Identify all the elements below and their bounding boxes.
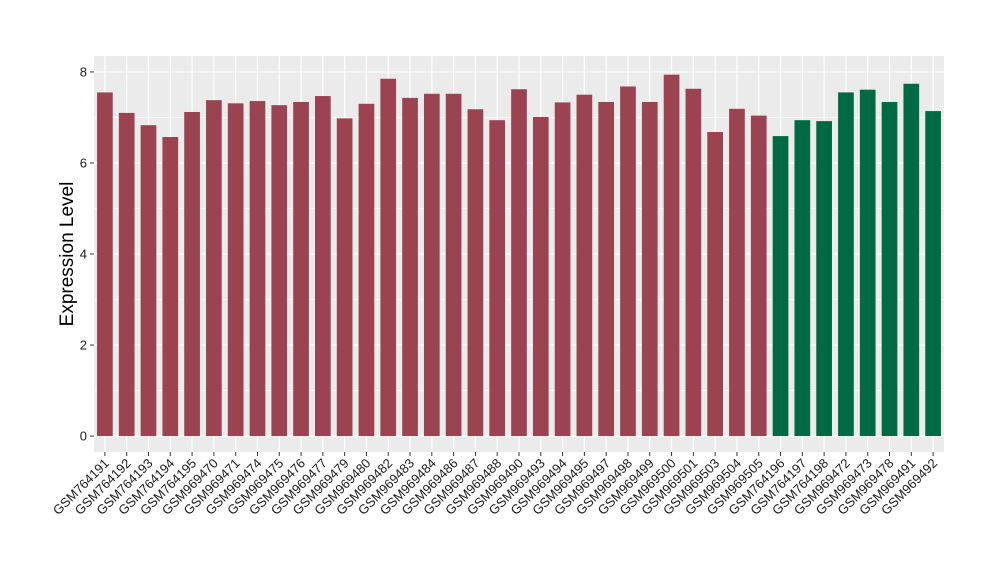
bar-GSM969478 bbox=[881, 101, 898, 437]
y-tick-label: 0 bbox=[80, 429, 87, 444]
y-axis-title: Expression Level bbox=[57, 182, 78, 327]
bar-GSM969493 bbox=[532, 116, 549, 437]
bar-GSM969483 bbox=[402, 97, 418, 437]
bar-GSM969484 bbox=[423, 93, 440, 437]
bar-GSM764192 bbox=[118, 112, 135, 437]
bar-GSM764195 bbox=[184, 111, 200, 437]
bar-GSM969477 bbox=[315, 96, 331, 437]
bar-GSM969500 bbox=[663, 74, 680, 437]
bar-GSM969492 bbox=[925, 111, 941, 437]
y-tick-label: 6 bbox=[80, 155, 87, 170]
bar-GSM969486 bbox=[445, 93, 462, 437]
bar-GSM969471 bbox=[227, 103, 244, 437]
y-tick-label: 4 bbox=[80, 247, 87, 262]
bar-GSM969488 bbox=[489, 120, 506, 437]
bar-GSM764193 bbox=[140, 125, 157, 437]
bar-GSM764197 bbox=[794, 120, 811, 437]
bar-GSM969491 bbox=[903, 83, 920, 437]
y-tick-label: 8 bbox=[80, 64, 87, 79]
bar-GSM969494 bbox=[554, 102, 571, 437]
bar-GSM969498 bbox=[620, 86, 636, 437]
y-axis: 0 2 4 6 8 bbox=[80, 64, 94, 444]
bar-GSM969490 bbox=[511, 89, 527, 437]
bar-GSM969495 bbox=[576, 94, 593, 437]
bar-GSM764198 bbox=[816, 121, 832, 437]
bar-GSM969497 bbox=[598, 101, 615, 437]
bar-GSM969474 bbox=[249, 101, 266, 437]
bar-GSM969476 bbox=[293, 101, 309, 437]
bar-GSM969505 bbox=[750, 115, 767, 437]
bar-GSM764196 bbox=[772, 136, 789, 437]
bar-GSM969487 bbox=[467, 109, 484, 437]
bar-GSM764194 bbox=[162, 137, 179, 437]
bar-GSM969480 bbox=[358, 103, 375, 437]
bar-GSM969473 bbox=[859, 89, 876, 437]
bar-GSM969470 bbox=[206, 100, 222, 437]
bar-GSM969499 bbox=[641, 101, 658, 437]
bars bbox=[97, 74, 941, 437]
bar-GSM969503 bbox=[707, 132, 723, 437]
bar-GSM969504 bbox=[729, 108, 745, 437]
bar-GSM969475 bbox=[271, 105, 288, 437]
bar-GSM969479 bbox=[336, 118, 353, 437]
y-tick-label: 2 bbox=[80, 338, 87, 353]
bar-GSM969501 bbox=[685, 88, 702, 437]
bar-GSM969472 bbox=[838, 92, 854, 437]
bar-GSM969482 bbox=[380, 78, 397, 437]
x-axis: GSM764191GSM764192GSM764193GSM764194GSM7… bbox=[50, 452, 940, 518]
bar-GSM764191 bbox=[97, 92, 113, 437]
